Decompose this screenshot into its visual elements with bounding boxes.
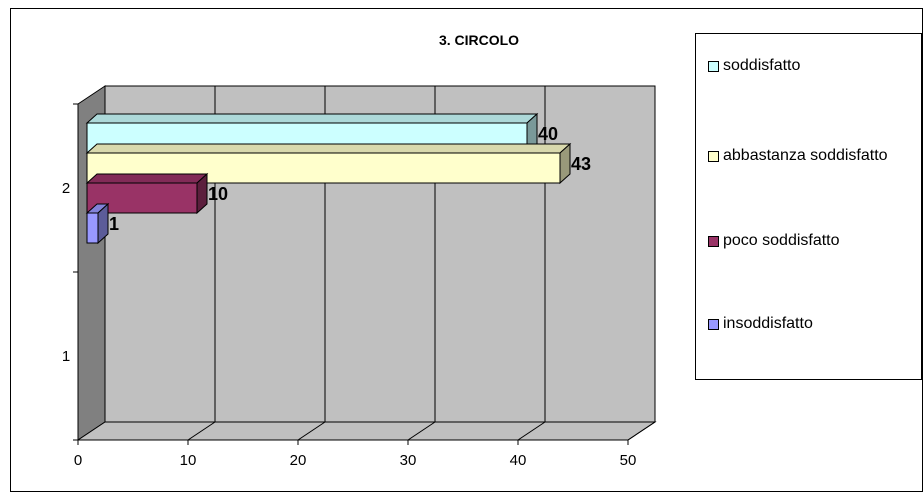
legend-item: soddisfatto <box>708 54 913 78</box>
gridline-floor <box>627 421 656 441</box>
bar <box>86 212 99 244</box>
y-tick-label: 1 <box>62 348 70 365</box>
legend-swatch <box>708 61 719 72</box>
gridline-floor <box>297 421 326 441</box>
legend-swatch <box>708 236 719 247</box>
legend-label: soddisfatto <box>723 57 801 74</box>
x-tick-label: 20 <box>290 452 307 469</box>
data-label: 43 <box>571 154 591 174</box>
y-tick-label: 2 <box>62 180 70 197</box>
x-tick-label: 40 <box>510 452 527 469</box>
x-tick-label: 10 <box>180 452 197 469</box>
bar-top <box>85 143 572 154</box>
floor <box>76 421 657 441</box>
gridline-floor <box>187 421 216 441</box>
gridline-floor <box>517 421 546 441</box>
chart-title: 3. CIRCOLO <box>439 32 519 48</box>
legend-label: poco soddisfatto <box>723 232 840 249</box>
gridline-floor <box>407 421 436 441</box>
bar-top <box>85 173 209 184</box>
legend-swatch <box>708 151 719 162</box>
bar-top <box>85 113 539 124</box>
x-tick-label: 0 <box>74 452 82 469</box>
x-tick-label: 30 <box>400 452 417 469</box>
legend-label: abbastanza soddisfatto <box>723 147 888 164</box>
legend-swatch <box>708 319 719 330</box>
legend-label: insoddisfatto <box>723 315 813 332</box>
data-label: 10 <box>208 184 228 204</box>
legend-item: insoddisfatto <box>708 312 913 336</box>
data-label: 40 <box>538 124 558 144</box>
legend-item: poco soddisfatto <box>708 229 913 253</box>
data-label: 1 <box>109 214 119 234</box>
legend-item: abbastanza soddisfatto <box>708 144 913 168</box>
legend: soddisfatto abbastanza soddisfatto poco so… <box>695 33 922 380</box>
x-tick-label: 50 <box>620 452 637 469</box>
